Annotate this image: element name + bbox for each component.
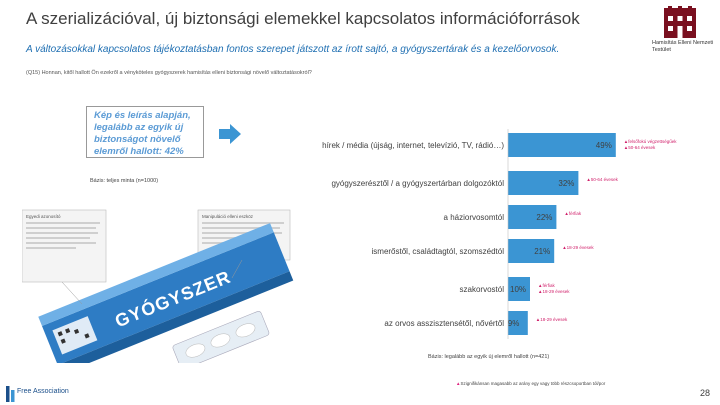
medicine-package-illustration: Egyedi azonosító Manipuláció elleni eszk… bbox=[22, 209, 294, 363]
page-title: A szerializációval, új biztonsági elemek… bbox=[26, 9, 580, 28]
logo-text: Hamisítás Elleni Nemzeti Testület bbox=[652, 40, 714, 53]
value-label-5: 10% bbox=[510, 285, 526, 294]
annotation-3-1: ▲férfiak bbox=[564, 211, 581, 216]
category-label-3: a háziorvosomtól bbox=[444, 213, 505, 222]
category-label-1: hírek / média (újság, internet, televízi… bbox=[322, 141, 504, 150]
value-label-2: 32% bbox=[558, 179, 574, 188]
bar-5 bbox=[508, 277, 530, 301]
category-label-2: gyógyszerésztől / a gyógyszertárban dolg… bbox=[331, 179, 504, 188]
survey-question: (Q15) Honnan, kitől hallott Ön ezekről a… bbox=[26, 70, 312, 76]
bar-2 bbox=[508, 171, 579, 195]
free-association-logo: Free Association bbox=[6, 386, 69, 402]
value-label-6: 9% bbox=[508, 319, 520, 328]
right-arrow-icon bbox=[219, 124, 241, 144]
significance-footnote: ▲Szignifikánsan magasabb az arány egy va… bbox=[456, 381, 605, 386]
category-label-5: szakorvostól bbox=[460, 285, 505, 294]
bar-4 bbox=[508, 239, 555, 263]
annotation-4-1: ▲18-29 évesek bbox=[562, 245, 594, 250]
bar-1 bbox=[508, 133, 616, 157]
value-label-1: 49% bbox=[596, 141, 612, 150]
footnote-text: Szignifikánsan magasabb az arány egy vag… bbox=[460, 381, 606, 386]
awareness-callout: Kép és leírás alapján, legalább az egyik… bbox=[86, 106, 204, 158]
annotation-5-2: ▲18-29 évesek bbox=[538, 289, 570, 294]
category-label-4: ismerőstől, családtagtól, szomszédtól bbox=[372, 247, 505, 256]
base-aware: Bázis: legalább az egyik új elemről hall… bbox=[428, 354, 550, 360]
up-triangle-icon: ▲ bbox=[456, 381, 461, 386]
bar-6 bbox=[508, 311, 528, 335]
value-label-4: 21% bbox=[534, 247, 550, 256]
annotation-1-1: ▲felsőfokú végzettségűek bbox=[624, 139, 677, 144]
annotation-6-1: ▲18-29 évesek bbox=[536, 317, 568, 322]
hent-logo-icon bbox=[664, 6, 696, 38]
base-total: Bázis: teljes minta (n=1000) bbox=[90, 178, 159, 184]
page-subtitle: A változásokkal kapcsolatos tájékoztatás… bbox=[26, 44, 560, 55]
annotation-1-2: ▲50-64 évesek bbox=[624, 145, 656, 150]
annotation-2-1: ▲50-64 évesek bbox=[586, 177, 618, 182]
tamper-device-title: Manipuláció elleni eszköz bbox=[202, 214, 254, 219]
category-label-6: az orvos asszisztensétől, nővértől bbox=[384, 319, 504, 328]
org-name: Free Association bbox=[17, 388, 69, 395]
value-label-3: 22% bbox=[536, 213, 552, 222]
page-number: 28 bbox=[700, 388, 711, 398]
unique-id-title: Egyedi azonosító bbox=[26, 214, 61, 219]
bar-3 bbox=[508, 205, 557, 229]
annotation-5-1: ▲férfiak bbox=[538, 283, 555, 288]
